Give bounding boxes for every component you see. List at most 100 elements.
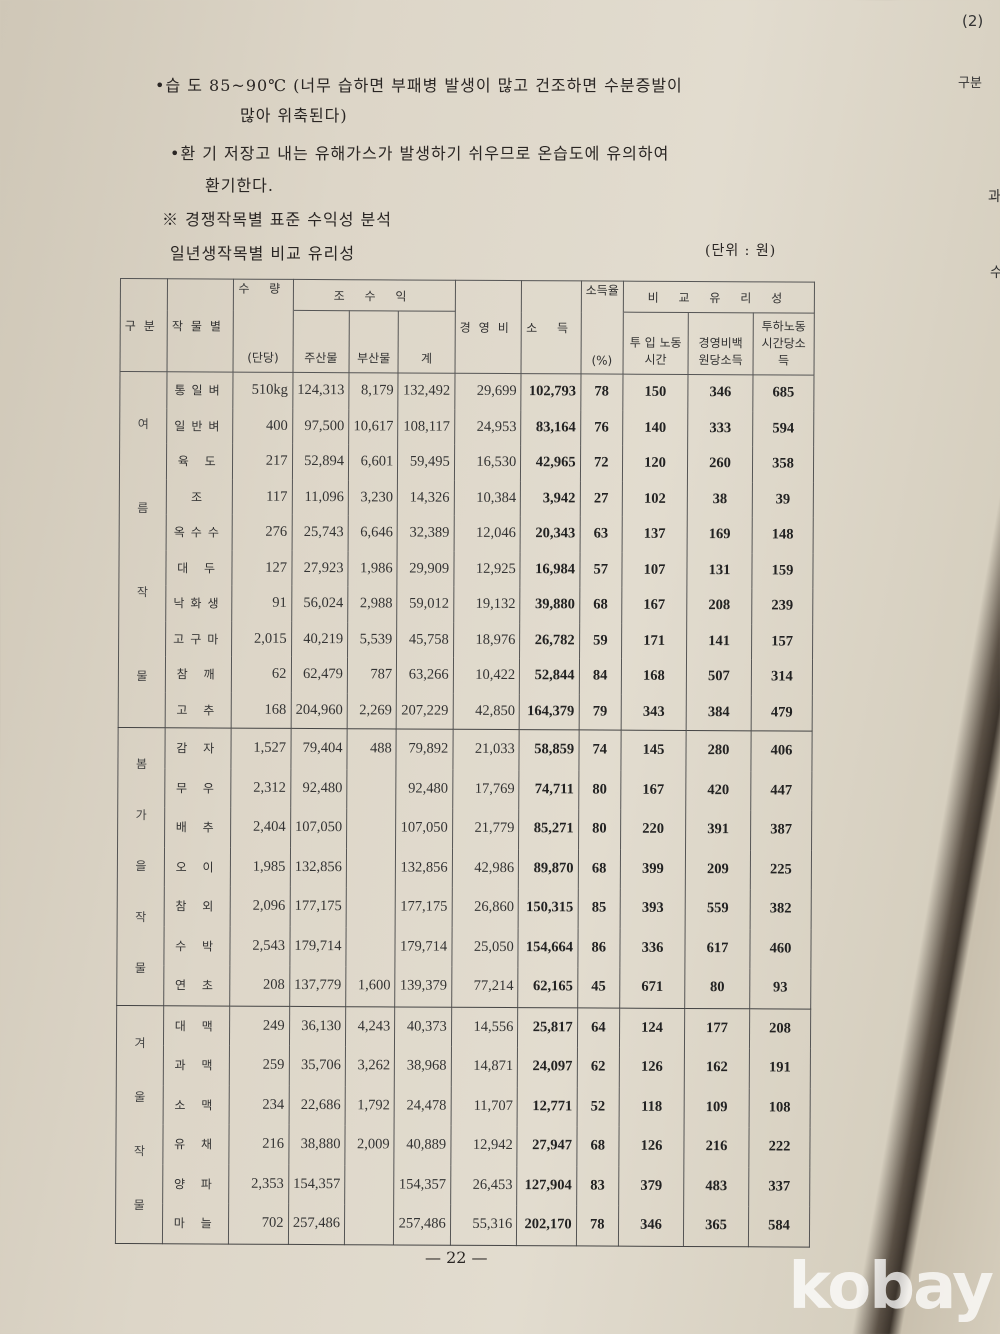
cell-main-product: 132,856 [289,847,347,888]
cell-cost: 16,530 [454,444,521,481]
cell-yield: 1,527 [231,728,291,769]
cell-by-product [346,847,396,888]
cell-income-rate: 79 [578,693,622,731]
cell-main-product: 11,096 [291,479,349,516]
cell-gross-total: 24,478 [394,1085,451,1126]
cell-income-per-cost: 346 [687,374,754,411]
cell-cost: 55,316 [450,1204,517,1246]
cell-labor-hours: 145 [620,730,687,771]
cell-gross-total: 132,492 [398,372,455,410]
cell-gross-total: 40,889 [394,1125,451,1166]
cell-crop: 고구마 [165,620,232,657]
cell-income-per-hour: 93 [749,968,811,1009]
cell-income-per-hour: 208 [749,1008,811,1049]
cell-main-product: 204,960 [290,692,348,729]
cell-crop: 참 외 [164,886,231,927]
cell-income-per-cost: 384 [686,694,752,731]
cell-yield: 168 [231,692,291,729]
ventilation-line-cont: 환기한다. [205,176,274,195]
cell-income-rate: 83 [576,1165,619,1206]
cell-by-product: 2,988 [347,586,398,622]
table-row: 낙화생 91 56,024 2,988 59,012 19,132 39,880 68 167 2… [119,585,813,625]
cell-crop: 대 두 [165,549,233,586]
cell-gross-total: 107,050 [395,808,453,849]
cell-crop: 무 우 [164,767,232,808]
cell-yield: 510kg [233,372,293,409]
header-gross: 조 수 익 [292,279,456,312]
cell-income-per-cost: 162 [684,1047,750,1088]
cell-main-product: 137,779 [289,965,346,1007]
table-body: 여름작물 통일벼 510kg 124,313 8,179 132,492 29,699 102… [115,371,815,1247]
cell-income-rate: 80 [578,809,621,850]
cell-by-product: 1,986 [347,550,398,587]
table-row: 배 추 2,404 107,050 107,050 21,779 85,271 80 220 3… [118,807,812,851]
cell-income-per-hour: 387 [750,810,812,851]
cell-gross-total: 63,266 [396,657,454,694]
cell-main-product: 56,024 [291,585,348,622]
cell-income-rate: 57 [579,551,623,588]
cell-yield: 217 [232,443,293,480]
header-yield-top: 수 량 [233,279,294,311]
cell-cost: 18,976 [453,622,520,659]
cell-gross-total: 154,357 [393,1164,451,1205]
cell-main-product: 27,923 [291,550,349,587]
table-row: 옥수수 276 25,743 6,646 32,389 12,046 20,343 63 137… [119,514,814,554]
cell-yield: 400 [232,408,293,444]
cell-yield: 276 [232,514,292,551]
cell-labor-hours: 343 [621,694,687,731]
cell-cost: 14,556 [451,1006,518,1048]
header-per-cost: 경영비백 원당소득 [688,312,754,375]
cell-income: 83,164 [520,409,581,446]
cell-income-per-hour: 159 [751,552,814,589]
cell-main-product: 22,686 [288,1085,346,1126]
header-yield-bottom: (단당) [233,310,293,373]
cell-crop: 고 추 [165,691,232,729]
cell-income-rate: 78 [580,373,624,411]
cell-income-rate: 63 [579,516,623,553]
cell-income: 3,942 [520,480,581,517]
cell-gross-total: 179,714 [395,926,452,967]
cell-gross-total: 92,480 [395,768,453,809]
cell-income: 74,711 [518,769,579,810]
cell-income: 102,793 [521,373,581,410]
cell-gross-total: 257,486 [393,1204,451,1245]
cell-income-per-hour: 225 [750,849,812,890]
watermark-logo: kobay [788,1250,994,1324]
cell-income-per-cost: 420 [685,770,751,811]
cell-by-product: 6,601 [348,444,398,480]
cell-crop: 유 채 [162,1124,230,1165]
cell-cost: 21,033 [452,729,520,770]
table-row: 참 깨 62 62,479 787 63,266 10,422 52,844 84 168 507… [118,656,813,696]
cell-income-per-hour: 191 [749,1048,811,1089]
cell-income: 164,379 [519,693,579,730]
cell-yield: 2,353 [228,1164,289,1204]
cell-crop: 배 추 [164,807,231,848]
cell-yield: 91 [231,585,292,622]
cell-labor-hours: 346 [618,1205,684,1246]
cell-cost: 42,986 [452,848,519,889]
cell-cost: 12,942 [450,1125,518,1166]
cell-main-product: 107,050 [290,807,347,848]
cell-yield: 702 [228,1203,289,1244]
cell-income-per-cost: 507 [686,658,752,695]
cell-yield: 208 [229,965,290,1006]
table-row: 겨울작물 대 맥 249 36,130 4,243 40,373 14,556 25,817 6… [115,1004,811,1244]
cell-yield: 249 [229,1005,290,1046]
cell-labor-hours: 671 [619,967,685,1008]
cell-main-product: 36,130 [288,1005,346,1047]
cell-crop: 대 맥 [163,1005,230,1046]
cell-gross-total: 59,495 [397,444,455,481]
table-row: 소 맥 234 22,686 1,792 24,478 11,707 12,771 52 118… [116,1084,811,1128]
cell-labor-hours: 124 [619,1007,685,1048]
cell-income-per-hour: 460 [749,928,812,969]
cell-crop: 통일벼 [166,371,234,409]
document-page: •습 도 85~90℃ (너무 습하면 부패병 발생이 많고 건조하면 수분증발… [115,76,815,1267]
cell-income: 62,165 [517,967,578,1008]
cell-main-product: 40,219 [291,621,348,658]
cell-gross-total: 207,229 [396,692,454,730]
header-per-hour: 투하노동 시간당소득 [753,312,815,376]
cell-cost: 29,699 [454,373,522,410]
cell-cost: 12,925 [453,551,521,588]
table-row: 과 맥 259 35,706 3,262 38,968 14,871 24,097 62 126… [116,1045,811,1089]
cell-income-per-hour: 584 [748,1206,810,1247]
